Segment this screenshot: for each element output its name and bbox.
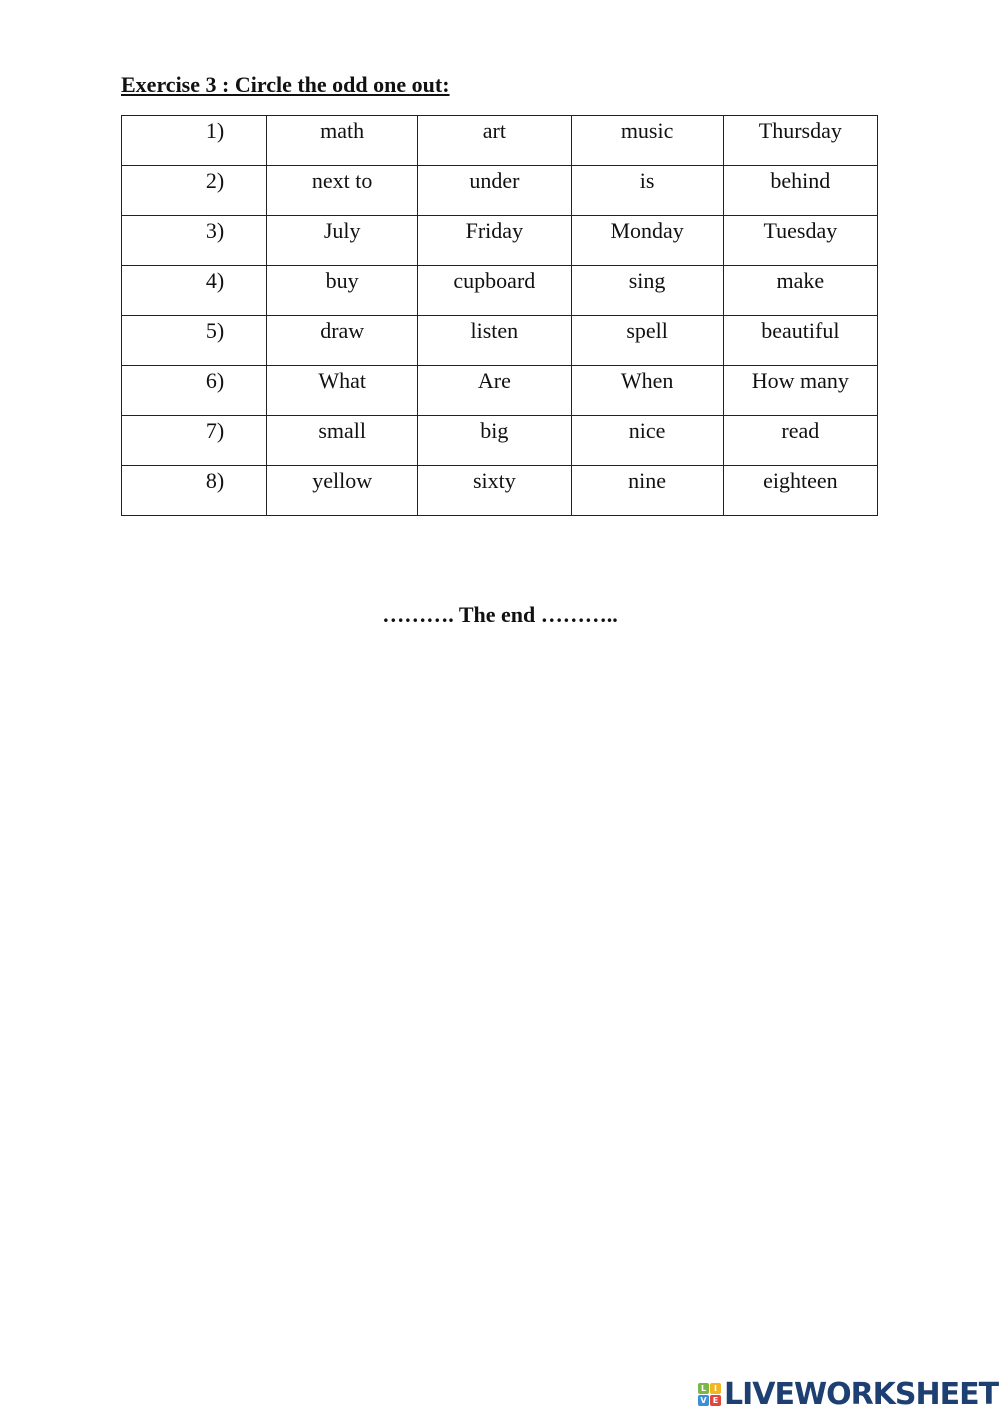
row-number: 5): [120, 315, 268, 366]
exercise-title: Exercise 3 : Circle the odd one out:: [121, 72, 450, 97]
word-cell[interactable]: cupboard: [417, 265, 572, 316]
row-number: 2): [120, 165, 268, 216]
word-cell[interactable]: Monday: [570, 215, 724, 266]
word-cell[interactable]: Are: [417, 365, 572, 416]
word-cell[interactable]: draw: [266, 315, 419, 366]
row-number: 4): [120, 265, 268, 316]
word-cell[interactable]: big: [417, 415, 572, 466]
word-cell[interactable]: music: [570, 115, 724, 166]
word-cell[interactable]: under: [417, 165, 572, 216]
word-cell[interactable]: July: [266, 215, 419, 266]
logo-text: LIVEWORKSHEETS: [724, 1377, 1000, 1412]
table-row: 2) next to under is behind: [120, 165, 879, 216]
word-cell[interactable]: What: [266, 365, 419, 416]
word-cell[interactable]: How many: [722, 365, 879, 416]
word-cell[interactable]: next to: [266, 165, 419, 216]
logo-letter-block: I: [710, 1383, 721, 1394]
word-cell[interactable]: sixty: [417, 465, 572, 516]
end-text: ………. The end ………..: [382, 602, 618, 627]
table-row: 6) What Are When How many: [120, 365, 879, 416]
word-cell[interactable]: is: [570, 165, 724, 216]
row-number: 1): [120, 115, 268, 166]
word-cell[interactable]: behind: [722, 165, 879, 216]
word-cell[interactable]: When: [570, 365, 724, 416]
word-cell[interactable]: Tuesday: [722, 215, 879, 266]
row-number: 3): [120, 215, 268, 266]
logo-letter-block: L: [698, 1383, 709, 1394]
odd-one-out-table: 1) math art music Thursday 2) next to under is be…: [120, 115, 879, 516]
word-cell[interactable]: Thursday: [722, 115, 879, 166]
word-cell[interactable]: listen: [417, 315, 572, 366]
word-cell[interactable]: nice: [570, 415, 724, 466]
word-cell[interactable]: sing: [570, 265, 724, 316]
table-row: 1) math art music Thursday: [120, 115, 879, 166]
word-cell[interactable]: make: [722, 265, 879, 316]
word-cell[interactable]: math: [266, 115, 419, 166]
table-row: 3) July Friday Monday Tuesday: [120, 215, 879, 266]
logo-letter-block: V: [698, 1395, 709, 1406]
word-cell[interactable]: spell: [570, 315, 724, 366]
word-cell[interactable]: beautiful: [722, 315, 879, 366]
word-cell[interactable]: eighteen: [722, 465, 879, 516]
row-number: 7): [120, 415, 268, 466]
word-cell[interactable]: read: [722, 415, 879, 466]
table-row: 7) small big nice read: [120, 415, 879, 466]
word-cell[interactable]: small: [266, 415, 419, 466]
logo-letter-block: E: [710, 1395, 721, 1406]
row-number: 8): [120, 465, 268, 516]
word-cell[interactable]: Friday: [417, 215, 572, 266]
word-cell[interactable]: nine: [570, 465, 724, 516]
table-row: 5) draw listen spell beautiful: [120, 315, 879, 366]
word-cell[interactable]: buy: [266, 265, 419, 316]
word-cell[interactable]: yellow: [266, 465, 419, 516]
word-cell[interactable]: art: [417, 115, 572, 166]
table-row: 4) buy cupboard sing make: [120, 265, 879, 316]
table-row: 8) yellow sixty nine eighteen: [120, 465, 879, 516]
row-number: 6): [120, 365, 268, 416]
